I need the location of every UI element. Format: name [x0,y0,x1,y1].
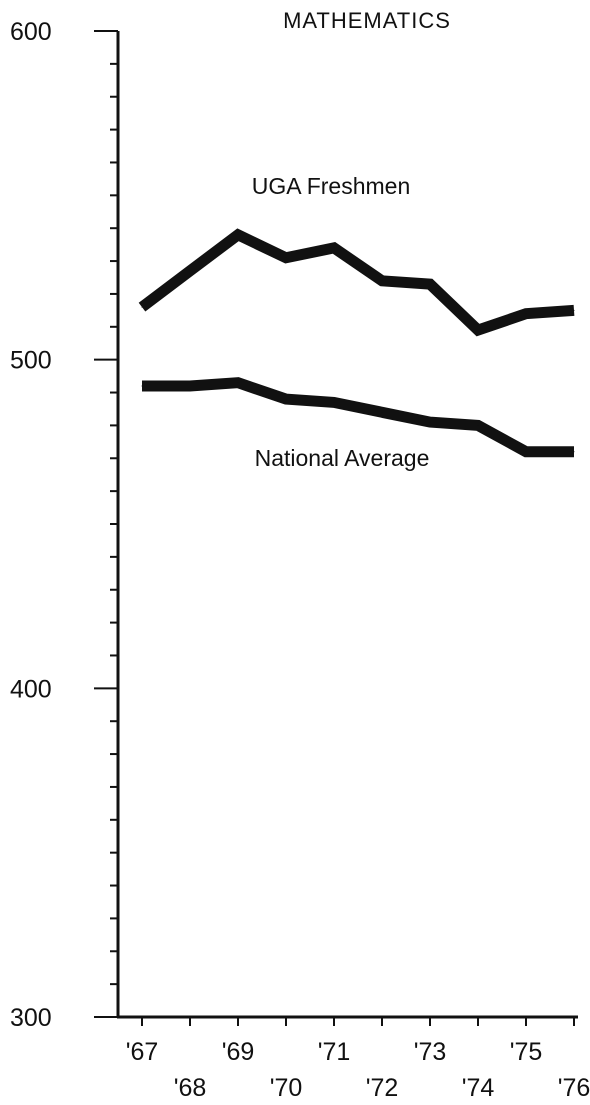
series-label-national-average: National Average [255,445,430,471]
x-tick-label: '76 [558,1074,590,1102]
data-point [381,411,383,413]
data-point [285,257,287,259]
x-tick-label: '75 [510,1038,543,1066]
data-point [573,451,575,453]
y-tick-label: 600 [10,18,52,46]
x-tick-label: '68 [174,1074,207,1102]
data-point [189,385,191,387]
x-tick-label: '67 [126,1038,159,1066]
data-point [237,382,239,384]
x-tick-label: '73 [414,1038,447,1066]
series-label-uga-freshmen: UGA Freshmen [252,173,411,199]
data-point [429,421,431,423]
data-point [477,424,479,426]
data-point [285,398,287,400]
data-point [237,234,239,236]
y-tick-label: 500 [10,347,52,375]
data-point [333,247,335,249]
data-point [333,401,335,403]
data-point [141,385,143,387]
x-tick-label: '74 [462,1074,495,1102]
x-tick-label: '69 [222,1038,255,1066]
data-point [381,280,383,282]
data-point [573,309,575,311]
x-tick-label: '70 [270,1074,303,1102]
y-tick-label: 400 [10,675,52,703]
chart-title: MATHEMATICS [283,8,451,33]
data-point [477,329,479,331]
data-point [525,313,527,315]
series-line-1 [142,377,574,458]
data-point [525,451,527,453]
series-line-0 [138,228,575,337]
data-point [141,306,143,308]
x-tick-label: '71 [318,1038,351,1066]
data-point [189,270,191,272]
y-tick-label: 300 [10,1004,52,1032]
data-point [429,283,431,285]
x-tick-label: '72 [366,1074,399,1102]
